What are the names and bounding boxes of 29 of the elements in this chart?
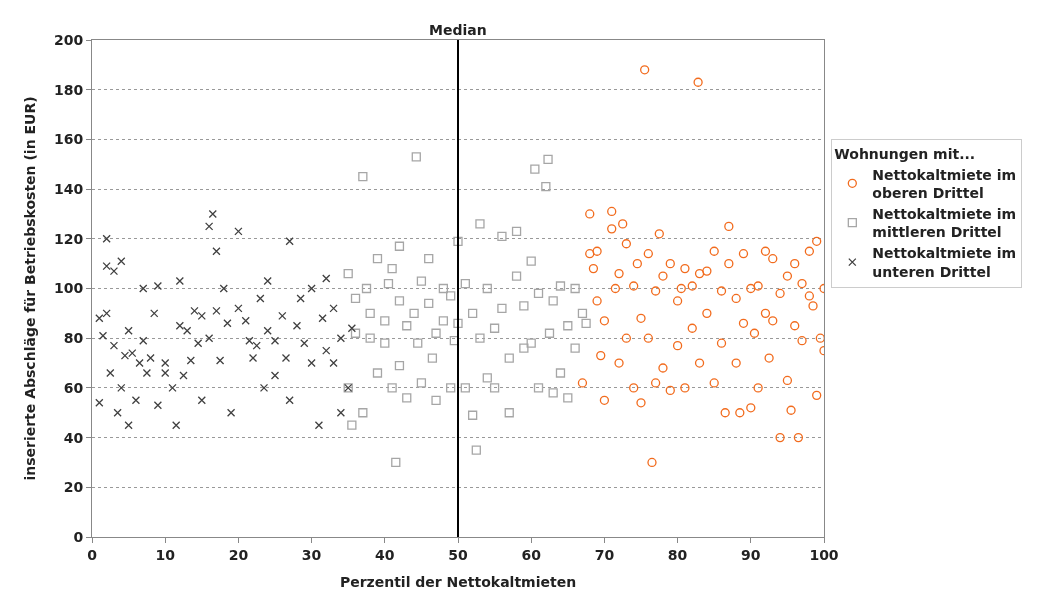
x-tick-label: 70 bbox=[594, 546, 615, 563]
x-tick-label: 0 bbox=[87, 546, 98, 563]
x-tick-label: 40 bbox=[375, 546, 395, 563]
x-tick-label: 80 bbox=[667, 546, 688, 563]
y-tick-label: 120 bbox=[53, 230, 84, 247]
ref-line-label: Median bbox=[429, 22, 487, 38]
y-tick-label: 180 bbox=[53, 81, 84, 98]
x-tick-label: 90 bbox=[741, 546, 761, 563]
y-tick-label: 140 bbox=[53, 181, 84, 197]
y-tick-label: 0 bbox=[73, 528, 84, 545]
x-tick-label: 100 bbox=[809, 546, 839, 563]
y-tick-label: 20 bbox=[63, 479, 84, 496]
legend-label: Nettokaltmiete im unteren Drittel bbox=[872, 245, 1017, 280]
legend-label: Nettokaltmiete im oberen Drittel bbox=[872, 166, 1017, 201]
y-tick-label: 80 bbox=[63, 330, 84, 347]
x-tick-label: 50 bbox=[448, 546, 468, 563]
x-axis-title: Perzentil der Nettokaltmieten bbox=[339, 574, 577, 591]
y-axis-title: inserierte Abschläge für Betriebskosten (in EUR) bbox=[21, 96, 38, 481]
legend-title: Wohnungen mit... bbox=[834, 145, 976, 162]
x-tick-label: 60 bbox=[521, 546, 542, 563]
x-tick-label: 20 bbox=[228, 546, 249, 563]
x-tick-label: 30 bbox=[301, 546, 322, 563]
y-tick-label: 100 bbox=[53, 280, 84, 297]
y-tick-label: 200 bbox=[53, 31, 84, 48]
y-tick-label: 160 bbox=[53, 131, 84, 148]
y-tick-label: 40 bbox=[63, 429, 84, 446]
x-tick-label: 10 bbox=[155, 546, 176, 563]
y-tick-label: 60 bbox=[63, 379, 84, 396]
legend-label: Nettokaltmiete im mittleren Drittel bbox=[872, 206, 1017, 241]
